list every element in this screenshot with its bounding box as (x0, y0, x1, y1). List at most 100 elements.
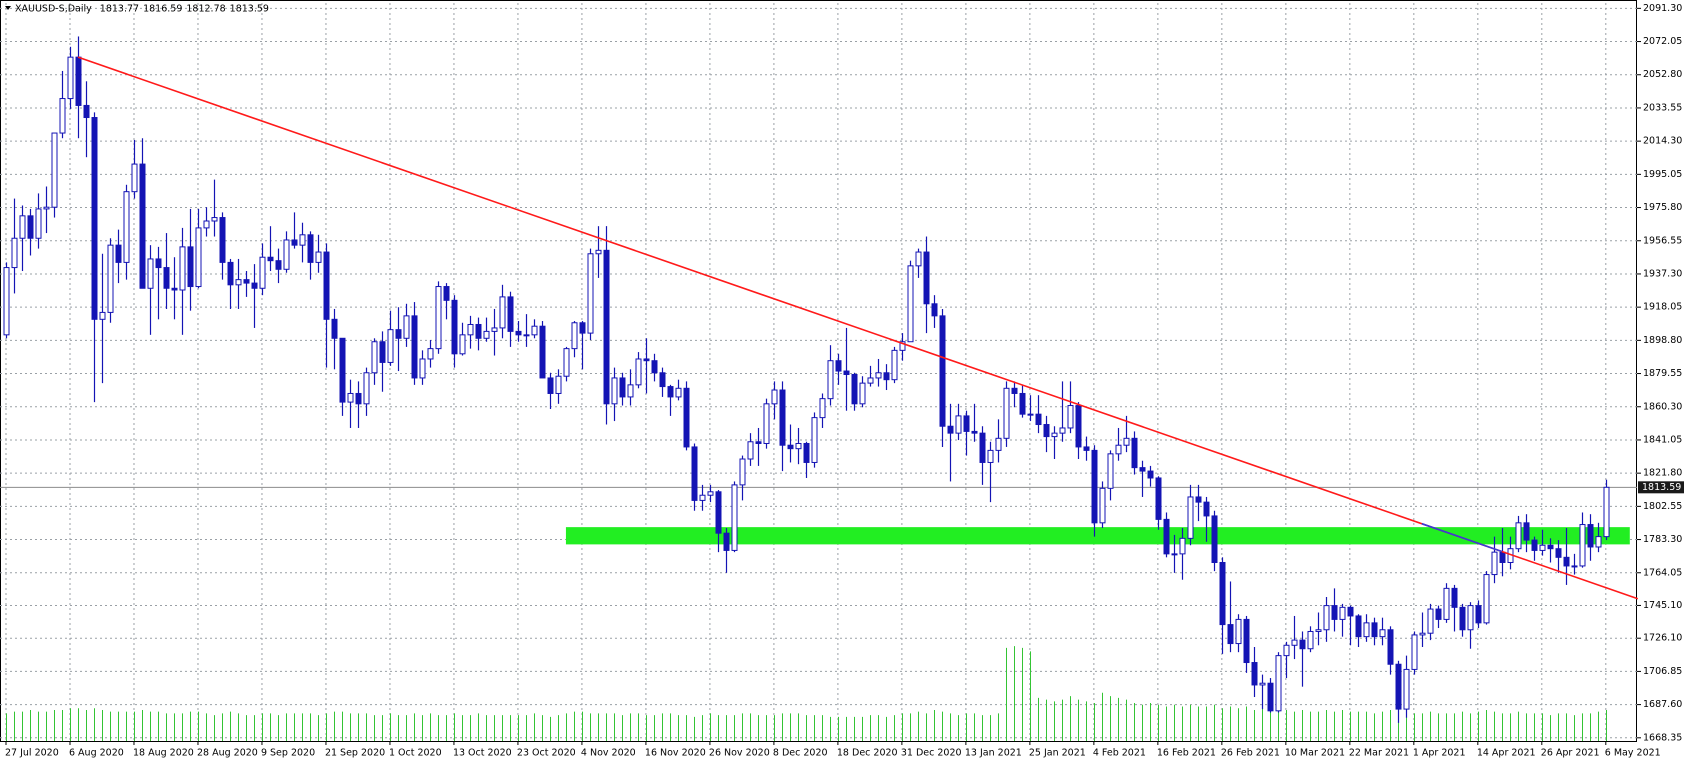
trend-line (77, 56, 1639, 600)
candle-body (1171, 553, 1178, 556)
y-tick-label: 1975.80 (1643, 202, 1682, 213)
x-tick-label: 21 Sep 2020 (325, 748, 385, 759)
candle-body (451, 299, 458, 355)
candle-body (947, 425, 954, 434)
header-value: 1813.77 (100, 4, 139, 15)
candle-body (483, 330, 490, 339)
candle-body (1419, 632, 1426, 636)
x-tick-label: 4 Nov 2020 (581, 748, 636, 759)
candle-body (899, 341, 906, 351)
candle-body (867, 377, 874, 384)
x-tick-label: 4 Feb 2021 (1093, 748, 1146, 759)
candle-body (403, 315, 410, 339)
candle-body (99, 311, 106, 320)
candle-body (1363, 622, 1370, 638)
candle-body (955, 415, 962, 434)
candle-body (1427, 608, 1434, 634)
candle-body (723, 532, 730, 551)
y-tick-label: 1764.05 (1643, 567, 1682, 578)
x-tick-label: 6 Aug 2020 (69, 748, 124, 759)
x-tick-label: 8 Dec 2020 (773, 748, 828, 759)
y-tick-label: 1726.10 (1643, 633, 1682, 644)
candle-body (707, 491, 714, 496)
candle-body (699, 494, 706, 501)
candle-body (859, 382, 866, 405)
candle-body (515, 330, 522, 336)
candle-body (771, 389, 778, 405)
candle-body (323, 251, 330, 320)
y-tick-label: 2091.30 (1643, 3, 1682, 14)
x-tick-label: 25 Jan 2021 (1029, 748, 1086, 759)
candle-body (1315, 629, 1322, 632)
candle-body (755, 441, 762, 444)
x-tick-label: 18 Dec 2020 (837, 748, 898, 759)
candle-body (1179, 537, 1186, 555)
candle-body (395, 329, 402, 339)
candle-body (195, 227, 202, 288)
grid (0, 3, 1637, 741)
candle-body (1435, 608, 1442, 620)
header-value: 1812.78 (186, 4, 225, 15)
candle-body (1531, 539, 1538, 551)
candle-body (563, 348, 570, 377)
candle-body (211, 217, 218, 222)
candle-body (379, 341, 386, 363)
candle-body (811, 417, 818, 463)
candle-body (291, 239, 298, 246)
candle-body (1139, 467, 1146, 472)
candle-body (1547, 544, 1554, 550)
candle-body (1259, 682, 1266, 686)
candle-body (1227, 624, 1234, 645)
candle-body (1555, 548, 1562, 558)
y-tick-label: 1802.55 (1643, 501, 1682, 512)
candle-body (499, 296, 506, 329)
candle-body (675, 387, 682, 398)
candle-body (1147, 470, 1154, 479)
candle-body (1331, 605, 1338, 620)
candle-body (1211, 515, 1218, 563)
candle-body (43, 206, 50, 210)
candle-body (795, 442, 802, 450)
candle-body (547, 377, 554, 394)
candle-body (1035, 413, 1042, 426)
candle-body (1083, 446, 1090, 451)
x-tick-label: 1 Apr 2021 (1413, 748, 1466, 759)
y-tick-label: 1745.10 (1643, 600, 1682, 611)
candle-body (1571, 565, 1578, 568)
x-tick-label: 26 Apr 2021 (1541, 748, 1600, 759)
y-tick-label: 1841.05 (1643, 434, 1682, 445)
candle-body (467, 323, 474, 336)
candle-body (1491, 551, 1498, 576)
candle-body (435, 286, 442, 350)
plot-frame (0, 0, 1637, 742)
candle-body (1467, 605, 1474, 631)
candle-body (587, 253, 594, 334)
y-tick-label: 1821.80 (1643, 468, 1682, 479)
candle-body (1291, 639, 1298, 646)
candle-body (667, 386, 674, 398)
candle-body (1011, 387, 1018, 394)
candle-body (1107, 453, 1114, 489)
candle-body (123, 191, 130, 263)
candle-body (1059, 427, 1066, 434)
candle-body (1195, 496, 1202, 503)
menu-arrow[interactable] (5, 6, 11, 10)
candle-body (691, 446, 698, 501)
candle-body (571, 322, 578, 350)
candle-body (763, 403, 770, 444)
candle-body (1595, 536, 1602, 548)
candle-body (963, 415, 970, 432)
y-tick-label: 1995.05 (1643, 169, 1682, 180)
candle-body (491, 327, 498, 332)
candle-body (11, 237, 18, 269)
x-tick-label: 22 Mar 2021 (1349, 748, 1409, 759)
x-tick-label: 13 Oct 2020 (453, 748, 512, 759)
candle-body (251, 282, 258, 289)
header-value: 1813.59 (230, 4, 269, 15)
candle-body (1523, 522, 1530, 541)
candle-body (779, 389, 786, 446)
candle-body (1027, 413, 1034, 416)
y-tick-label: 1879.55 (1643, 368, 1682, 379)
y-tick-label: 1668.35 (1643, 732, 1682, 743)
candle-body (523, 334, 530, 337)
